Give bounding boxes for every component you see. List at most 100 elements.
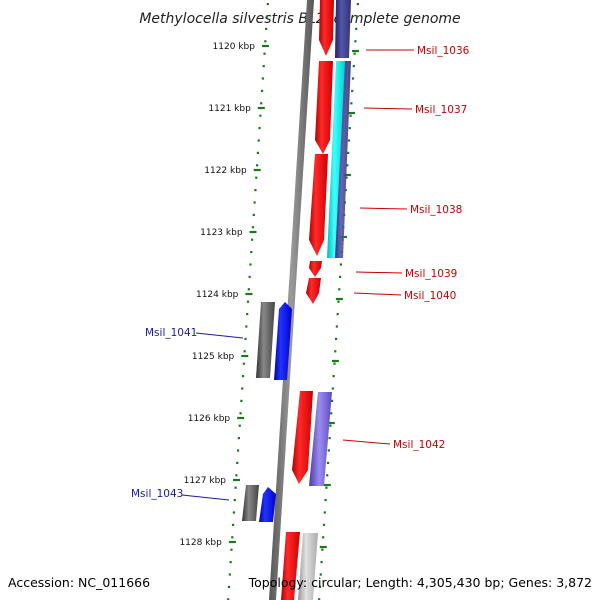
- label-msil-1041[interactable]: Msil_1041: [145, 327, 197, 339]
- tick-dot: [255, 164, 259, 167]
- left-tick-track: [227, 3, 269, 600]
- tick-label: 1128 kbp: [179, 538, 222, 548]
- scale-ticks: 1120 kbp 1121 kbp 1122 kbp 1123 kbp 1124 kbp…: [179, 42, 360, 549]
- feature-bottom-grey: [298, 533, 318, 600]
- tick-dot: [333, 362, 336, 365]
- tick-dot: [232, 511, 236, 514]
- tick-dot: [246, 300, 250, 303]
- tick-label: 1124 kbp: [196, 290, 239, 300]
- tick-dot: [257, 139, 260, 142]
- label-msil-1042[interactable]: Msil_1042: [393, 439, 445, 451]
- tick-dot: [339, 263, 343, 266]
- gene-msil-1037[interactable]: [315, 61, 333, 154]
- tick-dot: [325, 486, 328, 489]
- feature-grey-1041: [256, 302, 275, 378]
- gene-bottom-red[interactable]: [281, 532, 300, 600]
- tick-dot: [330, 412, 333, 415]
- accession-text: Accession: NC_011666: [8, 575, 150, 590]
- label-msil-1038[interactable]: Msil_1038: [410, 204, 462, 216]
- tick-label: 1120 kbp: [213, 42, 256, 52]
- tick-dot: [250, 251, 253, 254]
- label-msil-1036[interactable]: Msil_1036: [417, 45, 470, 57]
- tick-dot: [239, 412, 242, 415]
- tick-dot: [266, 3, 269, 6]
- gene-msil-1039[interactable]: [309, 261, 322, 277]
- tick-dot: [228, 573, 231, 576]
- tick-dot: [263, 52, 266, 55]
- tick-dot: [318, 585, 322, 588]
- leader-msil-1043: [181, 494, 230, 501]
- reverse-strand-features: [242, 302, 292, 522]
- tick-dot: [326, 461, 330, 464]
- tick-dot: [251, 226, 255, 229]
- tick-dot: [351, 89, 354, 92]
- tick-dot: [247, 288, 250, 291]
- tick-dot: [351, 77, 355, 80]
- gene-msil-1041[interactable]: [274, 302, 292, 380]
- tick-dot: [244, 337, 247, 340]
- tick-dot: [246, 313, 249, 316]
- gene-msil-1042[interactable]: [292, 391, 313, 484]
- leader-msil-1042: [342, 439, 391, 445]
- tick-dot: [234, 486, 237, 489]
- tick-dot: [229, 561, 232, 564]
- tick-dot: [322, 536, 325, 539]
- tick-dot: [241, 375, 245, 378]
- gene-labels: Msil_1036 Msil_1037 Msil_1038 Msil_1039 …: [131, 45, 470, 501]
- tick-dot: [227, 598, 230, 600]
- tick-dot: [235, 474, 238, 477]
- tick-dot: [227, 585, 231, 588]
- feature-grey-1043: [242, 485, 259, 521]
- tick-dot: [248, 275, 251, 278]
- tick-dot: [329, 424, 332, 427]
- tick-dot: [350, 102, 353, 105]
- leader-msil-1038: [359, 207, 408, 210]
- label-msil-1040[interactable]: Msil_1040: [404, 290, 456, 302]
- tick-dot: [265, 27, 268, 30]
- tick-dot: [245, 325, 248, 328]
- tick-dot: [233, 499, 236, 502]
- feature-blast-hit-1042: [309, 392, 332, 486]
- tick-dot: [334, 350, 337, 353]
- leader-msil-1037: [363, 107, 413, 110]
- tick-dot: [327, 449, 330, 452]
- tick-dot: [326, 474, 329, 477]
- tick-dot: [354, 40, 357, 43]
- tick-dot: [254, 189, 257, 192]
- forward-strand-features: [281, 0, 351, 600]
- tick-dot: [349, 114, 352, 117]
- tick-dot: [264, 40, 267, 43]
- leader-msil-1041: [195, 332, 244, 339]
- tick-label: 1125 kbp: [192, 352, 235, 362]
- tick-dot: [353, 52, 356, 55]
- tick-dot: [242, 362, 245, 365]
- feature-navy-top: [335, 0, 351, 58]
- tick-dot: [238, 424, 241, 427]
- label-msil-1037[interactable]: Msil_1037: [415, 104, 467, 116]
- gene-msil-1036[interactable]: [319, 0, 334, 56]
- tick-dot: [352, 65, 355, 68]
- label-msil-1043[interactable]: Msil_1043: [131, 488, 183, 500]
- tick-dot: [252, 213, 255, 216]
- leader-msil-1039: [355, 271, 403, 274]
- tick-dot: [346, 164, 349, 167]
- gene-msil-1038[interactable]: [309, 154, 328, 256]
- gene-msil-1043[interactable]: [259, 487, 276, 522]
- tick-dot: [323, 511, 326, 514]
- tick-dot: [348, 127, 351, 130]
- tick-dot: [324, 499, 327, 502]
- tick-dot: [355, 15, 359, 18]
- tick-dot: [330, 399, 334, 402]
- map-title: Methylocella silvestris BL2, complete ge…: [139, 11, 460, 27]
- tick-label: 1123 kbp: [200, 228, 243, 238]
- tick-dot: [232, 523, 235, 526]
- gene-msil-1040[interactable]: [306, 278, 321, 304]
- tick-dot: [345, 176, 348, 179]
- tick-dot: [241, 387, 244, 390]
- tick-dot: [255, 176, 258, 179]
- tick-dot: [262, 65, 265, 68]
- feature-cyan-overlay: [327, 61, 345, 258]
- label-msil-1039[interactable]: Msil_1039: [405, 268, 457, 280]
- tick-dot: [249, 263, 252, 266]
